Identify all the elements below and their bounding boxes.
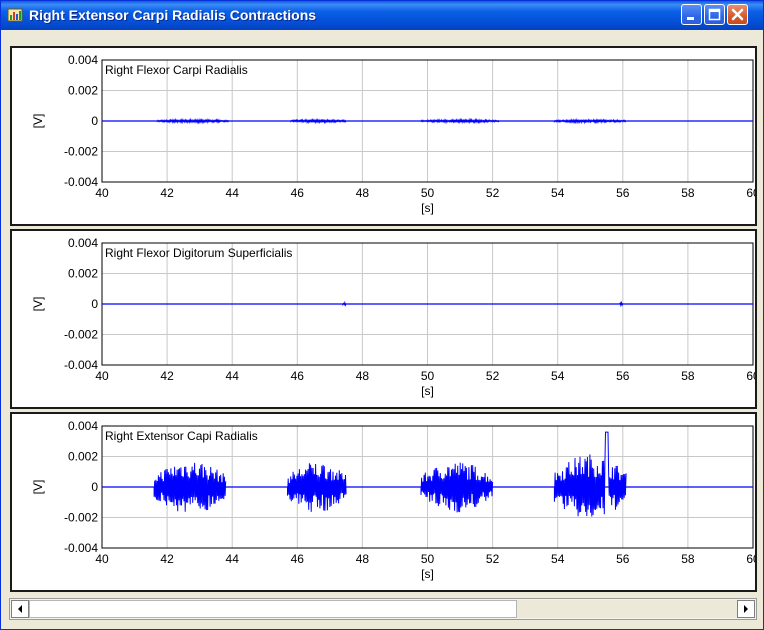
y-tick-label: 0.002 (68, 450, 98, 464)
x-tick-label: 60 (746, 369, 755, 383)
chart-title: Right Flexor Digitorum Superficialis (105, 246, 292, 260)
x-tick-label: 48 (356, 552, 370, 566)
x-tick-label: 58 (681, 552, 695, 566)
chart-title: Right Flexor Carpi Radialis (105, 63, 248, 77)
y-tick-label: 0.004 (68, 53, 98, 67)
x-tick-label: 44 (226, 186, 240, 200)
x-tick-label: 48 (356, 369, 370, 383)
x-tick-label: 40 (95, 369, 109, 383)
x-tick-label: 44 (226, 552, 240, 566)
x-tick-label: 54 (551, 186, 565, 200)
x-tick-label: 52 (486, 369, 500, 383)
app-chart-icon (7, 8, 23, 22)
x-tick-label: 42 (160, 369, 174, 383)
y-tick-label: 0 (91, 297, 98, 311)
scroll-left-button[interactable] (11, 600, 29, 618)
scroll-track[interactable] (517, 600, 737, 618)
title-bar[interactable]: Right Extensor Carpi Radialis Contractio… (1, 1, 763, 30)
x-tick-label: 60 (746, 186, 755, 200)
chart-panel-flexor-carpi-radialis: 0.004 0.002 0 -0.002 -0.004 40 42 44 46 48 50 52 54 5… (10, 46, 757, 226)
x-tick-label: 58 (681, 369, 695, 383)
arrow-left-icon (18, 605, 22, 613)
x-tick-label: 46 (291, 186, 305, 200)
x-axis-label: [s] (421, 567, 434, 581)
x-tick-label: 40 (95, 186, 109, 200)
x-tick-label: 40 (95, 552, 109, 566)
x-tick-label: 56 (616, 552, 630, 566)
signal-burst (420, 462, 494, 513)
maximize-icon (708, 8, 721, 21)
close-icon (731, 8, 744, 21)
minimize-button[interactable] (681, 4, 702, 25)
y-tick-label: -0.002 (64, 328, 98, 342)
x-tick-label: 50 (421, 186, 435, 200)
y-tick-label: 0 (91, 480, 98, 494)
y-tick-label: -0.002 (64, 145, 98, 159)
x-axis-label: [s] (421, 201, 434, 215)
y-tick-label: 0.002 (68, 84, 98, 98)
chart-title: Right Extensor Capi Radialis (105, 429, 258, 443)
close-button[interactable] (727, 4, 748, 25)
x-tick-label: 48 (356, 186, 370, 200)
arrow-right-icon (744, 605, 748, 613)
x-tick-label: 58 (681, 186, 695, 200)
y-tick-label: 0.004 (68, 236, 98, 250)
y-tick-label: 0.002 (68, 267, 98, 281)
x-tick-label: 52 (486, 552, 500, 566)
x-tick-label: 50 (421, 552, 435, 566)
x-tick-label: 52 (486, 186, 500, 200)
x-tick-label: 46 (291, 552, 305, 566)
y-tick-label: -0.002 (64, 511, 98, 525)
x-tick-label: 56 (616, 369, 630, 383)
y-axis-label: [V] (31, 114, 45, 129)
chart-panel-flexor-digitorum-superficialis: 0.004 0.002 0 -0.002 -0.004 40 42 44 46 48 50 52 54 5… (10, 229, 757, 409)
x-tick-label: 42 (160, 186, 174, 200)
window-title: Right Extensor Carpi Radialis Contractio… (29, 7, 317, 23)
x-tick-label: 54 (551, 552, 565, 566)
scroll-right-button[interactable] (737, 600, 755, 618)
x-tick-label: 60 (746, 552, 755, 566)
x-tick-label: 46 (291, 369, 305, 383)
chart-panel-extensor-carpi-radialis: 0.004 0.002 0 -0.002 -0.004 40 42 44 46 48 50 52 54 5… (10, 412, 757, 592)
y-tick-label: -0.004 (64, 541, 98, 555)
y-axis-label: [V] (31, 480, 45, 495)
minimize-icon (687, 17, 694, 20)
signal-burst (553, 431, 627, 517)
signal-burst (153, 462, 227, 512)
x-tick-label: 54 (551, 369, 565, 383)
x-tick-label: 56 (616, 186, 630, 200)
x-tick-label: 42 (160, 552, 174, 566)
y-tick-label: -0.004 (64, 175, 98, 189)
y-tick-label: 0.004 (68, 419, 98, 433)
scroll-thumb[interactable] (29, 600, 517, 618)
horizontal-scrollbar[interactable] (9, 598, 757, 620)
signal-burst (287, 463, 347, 512)
x-axis-label: [s] (421, 384, 434, 398)
x-tick-label: 50 (421, 369, 435, 383)
maximize-button[interactable] (704, 4, 725, 25)
x-tick-label: 44 (226, 369, 240, 383)
y-axis-label: [V] (31, 297, 45, 312)
y-tick-label: -0.004 (64, 358, 98, 372)
y-tick-label: 0 (91, 114, 98, 128)
